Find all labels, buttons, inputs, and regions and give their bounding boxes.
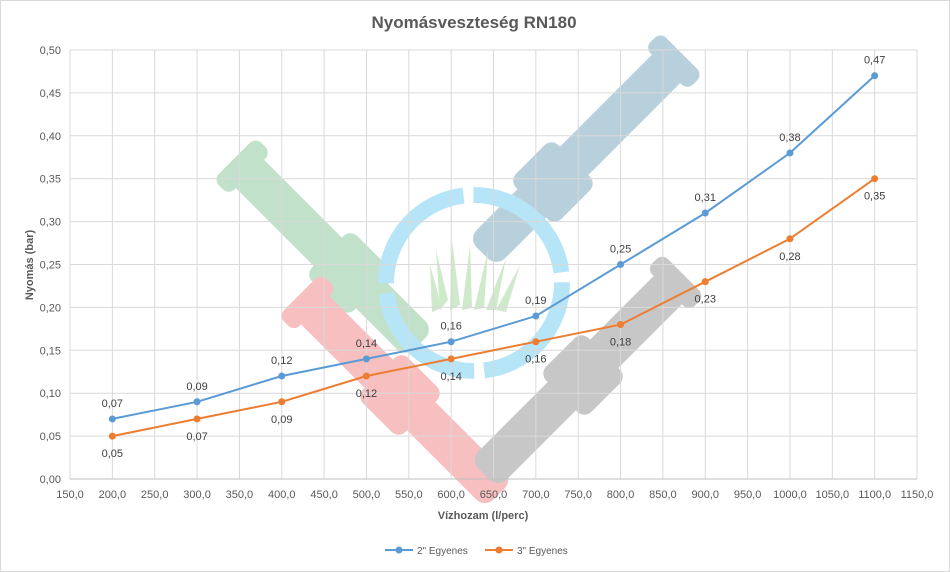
- y-tick-labels: 0,00 0,05 0,10 0,15 0,20 0,25 0,30 0,35 0,40 0,45…: [40, 45, 61, 486]
- series-2-data-label: 0,12: [356, 388, 377, 400]
- x-tick-label: 550,0: [395, 489, 423, 501]
- x-tick-label: 800,0: [607, 489, 635, 501]
- x-tick-label: 950,0: [734, 489, 762, 501]
- series-2-data-label: 0,35: [864, 191, 885, 203]
- series-1-data-label: 0,19: [525, 295, 546, 307]
- series-line-1: [112, 74, 876, 420]
- x-tick-label: 500,0: [353, 489, 381, 501]
- x-tick-label: 300,0: [183, 489, 211, 501]
- x-tick-label: 700,0: [522, 489, 550, 501]
- series-2-point: [532, 338, 540, 346]
- x-tick-label: 350,0: [226, 489, 254, 501]
- series-1-point: [108, 415, 116, 423]
- series-2-point: [447, 355, 455, 363]
- y-tick-label: 0,10: [40, 388, 61, 400]
- series-1-data-label: 0,38: [779, 132, 800, 144]
- series-2-point: [617, 321, 625, 329]
- series-2-point: [786, 235, 794, 243]
- x-tick-label: 1100,0: [858, 489, 891, 501]
- watermark-logo: [216, 35, 702, 504]
- series-1-data-label: 0,25: [610, 244, 631, 256]
- series-1-point: [447, 338, 455, 346]
- data-labels: 0,07 0,09 0,12 0,14 0,16 0,19 0,25 0,31 0,38 0,47…: [102, 55, 886, 460]
- series-2-data-label: 0,18: [610, 337, 631, 349]
- series-1-point: [701, 209, 709, 217]
- x-tick-label: 200,0: [99, 489, 127, 501]
- series-2-point: [362, 372, 370, 380]
- series-1-data-label: 0,07: [102, 398, 123, 410]
- series-2-data-label: 0,07: [186, 431, 207, 443]
- series-1-data-label: 0,47: [864, 55, 885, 67]
- series-2-point: [193, 415, 201, 423]
- y-tick-label: 0,40: [40, 131, 61, 143]
- series-1-point: [871, 72, 879, 80]
- chart-title: Nyomásveszteség RN180: [371, 13, 576, 32]
- series-2-data-label: 0,09: [271, 414, 292, 426]
- y-tick-label: 0,50: [40, 45, 61, 57]
- series-1-point: [786, 149, 794, 157]
- series-2-point: [278, 398, 286, 406]
- series-points: [108, 72, 879, 440]
- x-tick-labels: 150,0 200,0 250,0 300,0 350,0 400,0 450,0 500,0…: [56, 489, 933, 501]
- y-tick-label: 0,00: [40, 474, 61, 486]
- y-axis-label: Nyomás (bar): [24, 230, 36, 301]
- series-1-point: [532, 312, 540, 320]
- series-lines: [112, 74, 876, 438]
- series-2-point: [871, 175, 879, 183]
- x-tick-label: 900,0: [691, 489, 719, 501]
- series-1-point: [278, 372, 286, 380]
- series-2-data-label: 0,05: [102, 448, 123, 460]
- x-tick-label: 1150,0: [901, 489, 934, 501]
- series-line-2: [112, 177, 876, 438]
- x-tick-label: 450,0: [310, 489, 338, 501]
- legend-marker-1: [395, 546, 403, 554]
- series-2-data-label: 0,14: [440, 371, 461, 383]
- x-tick-label: 250,0: [141, 489, 169, 501]
- legend-label-2: 3" Egyenes: [517, 546, 568, 557]
- series-1-point: [362, 355, 370, 363]
- y-tick-label: 0,30: [40, 217, 61, 229]
- series-2-data-label: 0,16: [525, 354, 546, 366]
- series-1-data-label: 0,16: [440, 321, 461, 333]
- series-1-data-label: 0,14: [356, 338, 377, 350]
- x-tick-label: 600,0: [437, 489, 465, 501]
- x-tick-label: 650,0: [480, 489, 508, 501]
- series-1-point: [193, 398, 201, 406]
- series-1-data-label: 0,31: [695, 192, 716, 204]
- y-tick-label: 0,35: [40, 174, 61, 186]
- series-2-point: [108, 432, 116, 440]
- legend-marker-2: [495, 546, 503, 554]
- y-tick-label: 0,45: [40, 88, 61, 100]
- x-tick-label: 850,0: [649, 489, 677, 501]
- x-tick-label: 1050,0: [815, 489, 849, 501]
- legend-label-1: 2" Egyenes: [417, 546, 468, 557]
- series-1-data-label: 0,12: [271, 355, 292, 367]
- series-2-data-label: 0,28: [779, 251, 800, 263]
- series-1-point: [617, 261, 625, 268]
- series-2-point: [701, 278, 709, 286]
- x-tick-label: 150,0: [56, 489, 84, 501]
- x-axis-label: Vízhozam (l/perc): [438, 510, 529, 522]
- grid-lines: [69, 49, 918, 480]
- x-tick-label: 1000,0: [773, 489, 807, 501]
- x-tick-label: 400,0: [268, 489, 296, 501]
- x-tick-label: 750,0: [564, 489, 592, 501]
- y-tick-label: 0,05: [40, 431, 61, 443]
- series-2-data-label: 0,23: [695, 294, 716, 306]
- y-tick-label: 0,15: [40, 345, 61, 357]
- series-1-data-label: 0,09: [186, 381, 207, 393]
- y-tick-label: 0,20: [40, 302, 61, 314]
- y-tick-label: 0,25: [40, 260, 61, 272]
- legend: 2" Egyenes 3" Egyenes: [385, 546, 568, 557]
